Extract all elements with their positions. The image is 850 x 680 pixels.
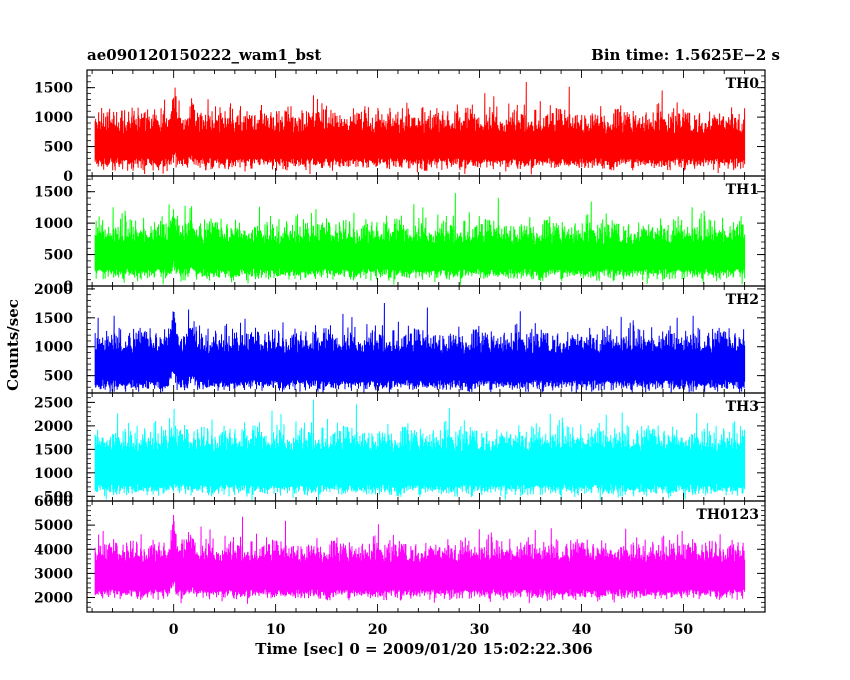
panel-th2: 500 1000 1500 2000 TH2: [34, 282, 766, 394]
y-tick-label: 1500: [34, 442, 73, 458]
channel-label-th2: TH2: [726, 292, 759, 308]
x-tick-label: 10: [266, 622, 286, 638]
y-tick-label: 2500: [34, 395, 73, 411]
x-tick-label: 40: [572, 622, 592, 638]
y-tick-label: 500: [44, 489, 73, 505]
y-tick-label: 4000: [34, 542, 73, 558]
panels-group: 0 500 1000 1500 TH0 0 500 1000 1500 TH1 500 1000 150…: [34, 69, 766, 613]
x-tick-label: 50: [674, 622, 694, 638]
y-tick-label: 1000: [34, 216, 73, 232]
y-tick-label: 1000: [34, 110, 73, 126]
y-tick-label: 5000: [34, 518, 73, 534]
y-tick-label: 1500: [34, 185, 73, 201]
y-tick-label: 2000: [34, 591, 73, 607]
channel-label-th1: TH1: [726, 182, 759, 198]
y-tick-label: 500: [44, 140, 73, 156]
y-axis-title: Counts/sec: [4, 299, 22, 391]
panel-th1: 0 500 1000 1500 TH1: [34, 175, 766, 295]
y-tick-label: 1000: [34, 340, 73, 356]
x-tick-label: 30: [470, 622, 490, 638]
channel-label-th0123: TH0123: [696, 507, 759, 523]
channel-label-th0: TH0: [726, 76, 760, 92]
bin-time-label: Bin time: 1.5625E−2 s: [591, 46, 780, 64]
series-trace-th2: [94, 302, 746, 393]
observation-id-title: ae090120150222_wam1_bst: [87, 46, 321, 64]
y-tick-label: 1000: [34, 466, 73, 482]
y-tick-label: 0: [63, 279, 73, 295]
y-tick-label: 1500: [34, 311, 73, 327]
y-tick-label: 3000: [34, 566, 73, 582]
channel-label-th3: TH3: [726, 399, 759, 415]
y-tick-label: 500: [44, 248, 73, 264]
x-tick-label: 20: [368, 622, 388, 638]
panel-th0123: 2000 3000 4000 5000 6000 TH0123: [34, 494, 766, 613]
series-trace-th0: [94, 81, 746, 175]
series-trace-th1: [94, 193, 746, 285]
x-tick-label: 0: [169, 622, 179, 638]
y-tick-label: 2000: [34, 419, 73, 435]
series-trace-th0123: [94, 514, 746, 604]
series-trace-th3: [94, 399, 746, 501]
panel-th0: 0 500 1000 1500 TH0: [34, 69, 766, 185]
y-tick-label: 6000: [34, 494, 73, 510]
y-tick-label: 500: [44, 369, 73, 385]
panel-frame-th0123: [86, 500, 766, 613]
panel-th3: 500 1000 1500 2000 2500 TH3: [34, 392, 766, 505]
y-tick-label: 0: [63, 169, 73, 185]
y-tick-label: 2000: [34, 282, 73, 298]
x-axis-title: Time [sec] 0 = 2009/01/20 15:02:22.306: [255, 640, 592, 658]
y-tick-label: 1500: [34, 81, 73, 97]
x-axis: 0 10 20 30 40 50: [169, 622, 694, 638]
